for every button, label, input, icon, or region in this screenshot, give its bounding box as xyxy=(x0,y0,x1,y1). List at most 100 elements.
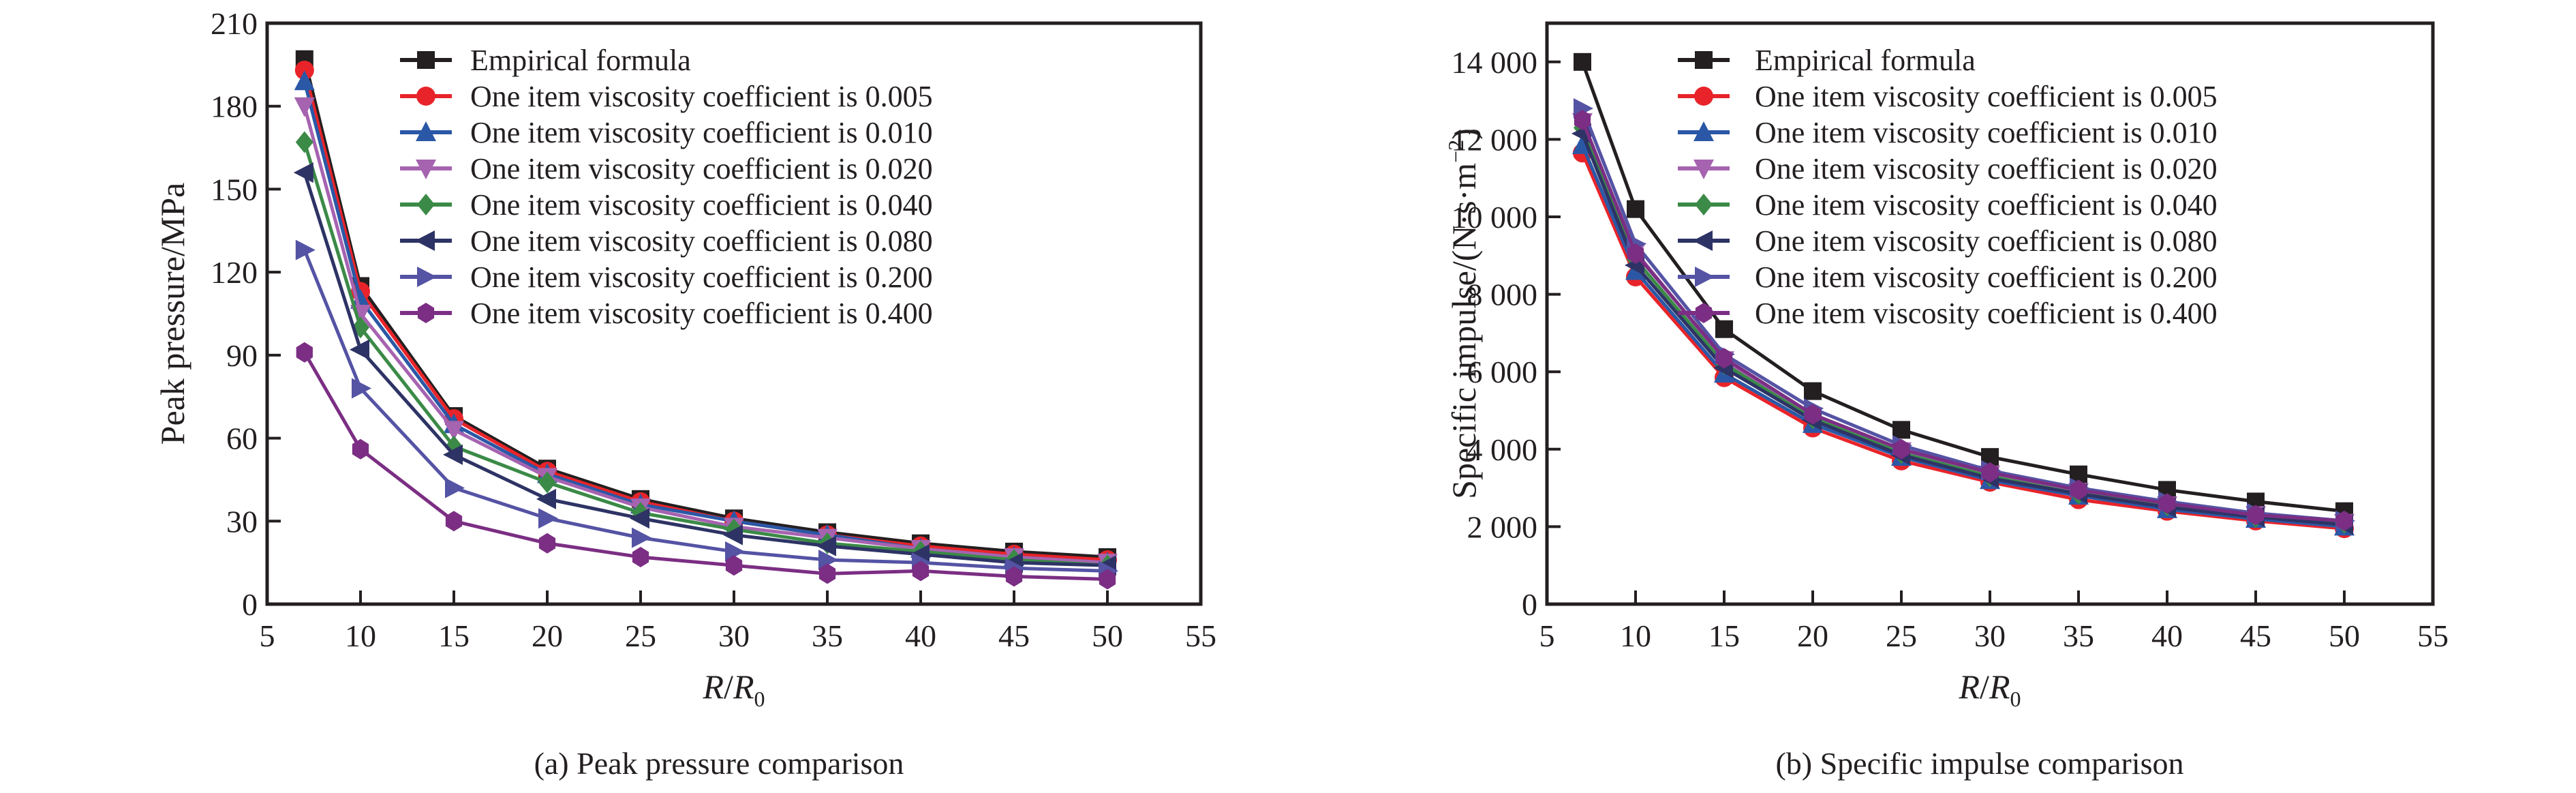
series-line xyxy=(303,172,1108,567)
series-line xyxy=(303,106,1108,565)
series-7 xyxy=(1574,110,2353,531)
y-tick-label: 90 xyxy=(226,338,258,373)
chart-specific-impulse: 5 10 15 20 25 30 35 40 45 50 55 0 2 000 4 000 6 000 8 0… xyxy=(1443,21,2449,781)
data-point xyxy=(1005,566,1023,587)
y-tick-label: 30 xyxy=(226,504,258,539)
x-axis-label-subscript: 0 xyxy=(2010,687,2021,711)
legend-label: One item viscosity coefficient is 0.200 xyxy=(470,260,933,294)
legend-label: One item viscosity coefficient is 0.400 xyxy=(470,297,933,330)
legend-label: One item viscosity coefficient is 0.010 xyxy=(470,116,933,149)
data-point xyxy=(536,488,556,509)
x-tick-label: 25 xyxy=(625,618,656,653)
x-tick-label: 40 xyxy=(2151,618,2183,653)
y-tick-label: 6 000 xyxy=(1467,355,1538,389)
data-point xyxy=(1099,569,1116,590)
legend-label: One item viscosity coefficient is 0.080 xyxy=(470,224,933,258)
data-point xyxy=(295,131,313,153)
x-axis-label-part: / xyxy=(1980,668,1989,706)
series-5 xyxy=(293,162,1116,576)
x-tick-label: 50 xyxy=(2329,618,2360,653)
data-point xyxy=(445,477,465,498)
data-point xyxy=(352,378,371,399)
data-point xyxy=(294,97,315,117)
data-point xyxy=(1627,243,1644,264)
y-tick-label: 0 xyxy=(242,587,258,622)
x-axis-label-part: R xyxy=(703,668,724,706)
x-tick-label: 15 xyxy=(1708,618,1740,653)
data-point xyxy=(295,239,316,260)
data-point xyxy=(2335,510,2353,531)
legend-marker xyxy=(1695,51,1713,69)
data-point xyxy=(538,471,556,494)
y-axis-label-part: Specific impulse/(N·s·m xyxy=(1445,163,1483,499)
series-line xyxy=(1580,119,2345,523)
x-tick-label: 20 xyxy=(532,618,563,653)
data-point xyxy=(296,342,313,363)
legend-marker xyxy=(1693,121,1714,141)
series-line xyxy=(1580,132,2345,527)
x-tick-label: 35 xyxy=(812,618,843,653)
chart-caption: (a) Peak pressure comparison xyxy=(534,746,904,781)
legend-marker xyxy=(416,160,436,179)
x-tick-label: 40 xyxy=(905,618,936,653)
data-point xyxy=(538,533,556,554)
x-tick-label: 15 xyxy=(438,618,470,653)
legend-label: One item viscosity coefficient is 0.200 xyxy=(1755,260,2218,294)
series-line xyxy=(1580,152,2345,530)
series-line xyxy=(1580,61,2345,513)
legend-marker xyxy=(415,230,435,251)
x-tick-label: 10 xyxy=(345,618,376,653)
y-tick-label: 0 xyxy=(1522,587,1537,622)
legend-marker xyxy=(417,194,435,215)
data-point xyxy=(725,541,745,562)
data-point xyxy=(350,288,371,309)
legend-label: One item viscosity coefficient is 0.040 xyxy=(470,188,933,222)
y-tick-label: 150 xyxy=(211,172,258,207)
series-7 xyxy=(296,342,1116,590)
x-tick-label: 45 xyxy=(2240,618,2271,653)
legend-marker xyxy=(416,121,436,141)
x-axis-label-part: R xyxy=(1959,668,1980,706)
y-tick-label: 120 xyxy=(211,255,258,290)
data-point xyxy=(1804,404,1822,425)
y-tick-label: 10 000 xyxy=(1452,200,1538,235)
y-tick-label: 4 000 xyxy=(1467,432,1538,467)
legend-marker xyxy=(1693,160,1714,179)
legend-label: One item viscosity coefficient is 0.080 xyxy=(1755,224,2218,258)
series-line xyxy=(1580,108,2345,523)
legend-marker xyxy=(1693,230,1713,251)
legend: Empirical formula One item viscosity coef… xyxy=(1678,44,2218,330)
data-point xyxy=(443,444,463,465)
data-point xyxy=(725,555,743,576)
series-line xyxy=(1580,144,2345,528)
x-tick-label: 25 xyxy=(1886,618,1917,653)
y-tick-label: 14 000 xyxy=(1452,45,1538,80)
legend-label: One item viscosity coefficient is 0.040 xyxy=(1755,188,2218,222)
data-point xyxy=(1574,110,1591,130)
data-point xyxy=(912,560,930,582)
y-tick-label: 8 000 xyxy=(1467,278,1538,312)
y-tick-label: 2 000 xyxy=(1467,509,1538,544)
y-tick-label: 60 xyxy=(226,421,258,456)
legend-label: One item viscosity coefficient is 0.020 xyxy=(1755,152,2218,185)
legend-label: One item viscosity coefficient is 0.010 xyxy=(1755,116,2218,149)
legend-label: One item viscosity coefficient is 0.020 xyxy=(470,152,933,185)
series-line xyxy=(303,351,1108,581)
series-line xyxy=(303,59,1108,559)
data-point xyxy=(1804,382,1822,400)
x-axis-label-part: / xyxy=(724,668,733,706)
legend-marker xyxy=(1695,194,1713,215)
data-point xyxy=(2158,493,2176,514)
data-point xyxy=(1981,462,1999,483)
data-point xyxy=(444,421,464,441)
x-tick-label: 55 xyxy=(2417,618,2449,653)
legend-label: Empirical formula xyxy=(1755,44,1976,77)
data-point xyxy=(1892,421,1910,439)
x-axis-label: R/R0 xyxy=(703,668,765,711)
y-tick-label: 12 000 xyxy=(1452,122,1538,157)
data-point xyxy=(632,547,649,568)
x-tick-label: 55 xyxy=(1185,618,1216,653)
x-tick-label: 50 xyxy=(1092,618,1123,653)
data-point xyxy=(630,508,649,529)
